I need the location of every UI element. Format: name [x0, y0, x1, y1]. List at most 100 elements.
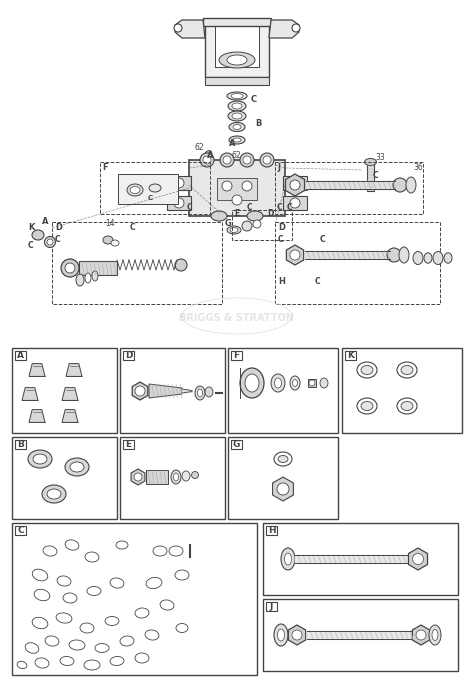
Text: C: C: [373, 171, 379, 180]
Polygon shape: [288, 625, 306, 645]
Ellipse shape: [413, 251, 423, 264]
Ellipse shape: [173, 473, 179, 481]
Ellipse shape: [203, 157, 210, 167]
Ellipse shape: [70, 462, 84, 472]
Bar: [12, 437, 117, 519]
Ellipse shape: [85, 273, 91, 283]
Text: C: C: [320, 236, 326, 245]
Ellipse shape: [274, 378, 282, 388]
Text: F: F: [102, 163, 108, 171]
Ellipse shape: [432, 630, 438, 641]
Ellipse shape: [274, 624, 288, 646]
Ellipse shape: [290, 376, 300, 390]
Ellipse shape: [127, 184, 143, 196]
Text: A: A: [207, 150, 213, 160]
Ellipse shape: [17, 661, 27, 669]
Ellipse shape: [229, 136, 245, 144]
Text: C: C: [315, 277, 320, 286]
Ellipse shape: [227, 92, 247, 100]
Ellipse shape: [87, 587, 101, 596]
Bar: [263, 523, 458, 595]
Polygon shape: [273, 477, 293, 501]
Ellipse shape: [387, 248, 401, 262]
Ellipse shape: [242, 181, 252, 191]
Text: B: B: [255, 118, 261, 128]
Text: J: J: [270, 602, 273, 611]
Text: C: C: [28, 240, 34, 249]
Ellipse shape: [229, 122, 245, 132]
Text: F: F: [233, 351, 239, 360]
Bar: [275, 222, 440, 304]
Ellipse shape: [130, 186, 140, 193]
Ellipse shape: [240, 368, 264, 398]
Ellipse shape: [231, 94, 243, 98]
Ellipse shape: [278, 456, 288, 462]
Ellipse shape: [274, 452, 292, 466]
Text: C: C: [277, 202, 283, 212]
Ellipse shape: [290, 180, 300, 190]
Ellipse shape: [247, 211, 263, 221]
Ellipse shape: [65, 263, 75, 273]
Bar: [123, 351, 134, 360]
Ellipse shape: [171, 470, 181, 484]
Ellipse shape: [47, 489, 61, 499]
Bar: [79, 261, 117, 275]
Text: 62: 62: [195, 143, 205, 152]
Ellipse shape: [195, 386, 205, 400]
Ellipse shape: [320, 378, 328, 388]
Bar: [263, 599, 458, 671]
Text: A: A: [42, 217, 48, 227]
Bar: [232, 210, 292, 240]
Ellipse shape: [146, 577, 162, 589]
Ellipse shape: [357, 362, 377, 378]
Bar: [146, 470, 168, 484]
Bar: [120, 437, 225, 519]
Ellipse shape: [76, 274, 84, 286]
Bar: [118, 174, 178, 204]
Bar: [15, 440, 26, 449]
Bar: [345, 351, 356, 360]
Text: C: C: [187, 202, 192, 212]
Ellipse shape: [32, 569, 48, 581]
Polygon shape: [66, 363, 82, 376]
Ellipse shape: [292, 630, 302, 640]
Ellipse shape: [290, 250, 300, 260]
Ellipse shape: [135, 608, 149, 618]
Text: C: C: [55, 236, 61, 245]
Ellipse shape: [169, 546, 183, 556]
Ellipse shape: [134, 473, 142, 481]
Ellipse shape: [243, 156, 251, 164]
Ellipse shape: [271, 374, 285, 392]
Text: D: D: [125, 351, 132, 360]
Ellipse shape: [85, 552, 99, 562]
Bar: [367, 163, 374, 191]
Ellipse shape: [120, 636, 134, 646]
Text: D: D: [55, 223, 62, 232]
Polygon shape: [29, 410, 45, 422]
Ellipse shape: [176, 624, 188, 632]
Text: C: C: [278, 236, 283, 245]
Ellipse shape: [174, 24, 182, 32]
Ellipse shape: [198, 389, 202, 397]
Ellipse shape: [110, 656, 124, 665]
Bar: [266, 526, 277, 535]
Polygon shape: [409, 548, 428, 570]
Ellipse shape: [222, 181, 232, 191]
Ellipse shape: [203, 156, 211, 164]
Ellipse shape: [357, 398, 377, 414]
Text: 62: 62: [232, 150, 242, 160]
Text: C: C: [287, 202, 292, 212]
Text: 14: 14: [105, 219, 115, 229]
Ellipse shape: [25, 643, 39, 653]
Ellipse shape: [69, 640, 85, 650]
Text: E: E: [234, 208, 239, 217]
Bar: [203, 18, 271, 26]
Text: C: C: [130, 223, 136, 232]
Ellipse shape: [149, 184, 161, 192]
Ellipse shape: [406, 177, 416, 193]
Ellipse shape: [111, 240, 119, 246]
Ellipse shape: [45, 236, 55, 247]
Text: K: K: [28, 223, 35, 232]
Ellipse shape: [61, 259, 79, 277]
Ellipse shape: [92, 271, 98, 281]
